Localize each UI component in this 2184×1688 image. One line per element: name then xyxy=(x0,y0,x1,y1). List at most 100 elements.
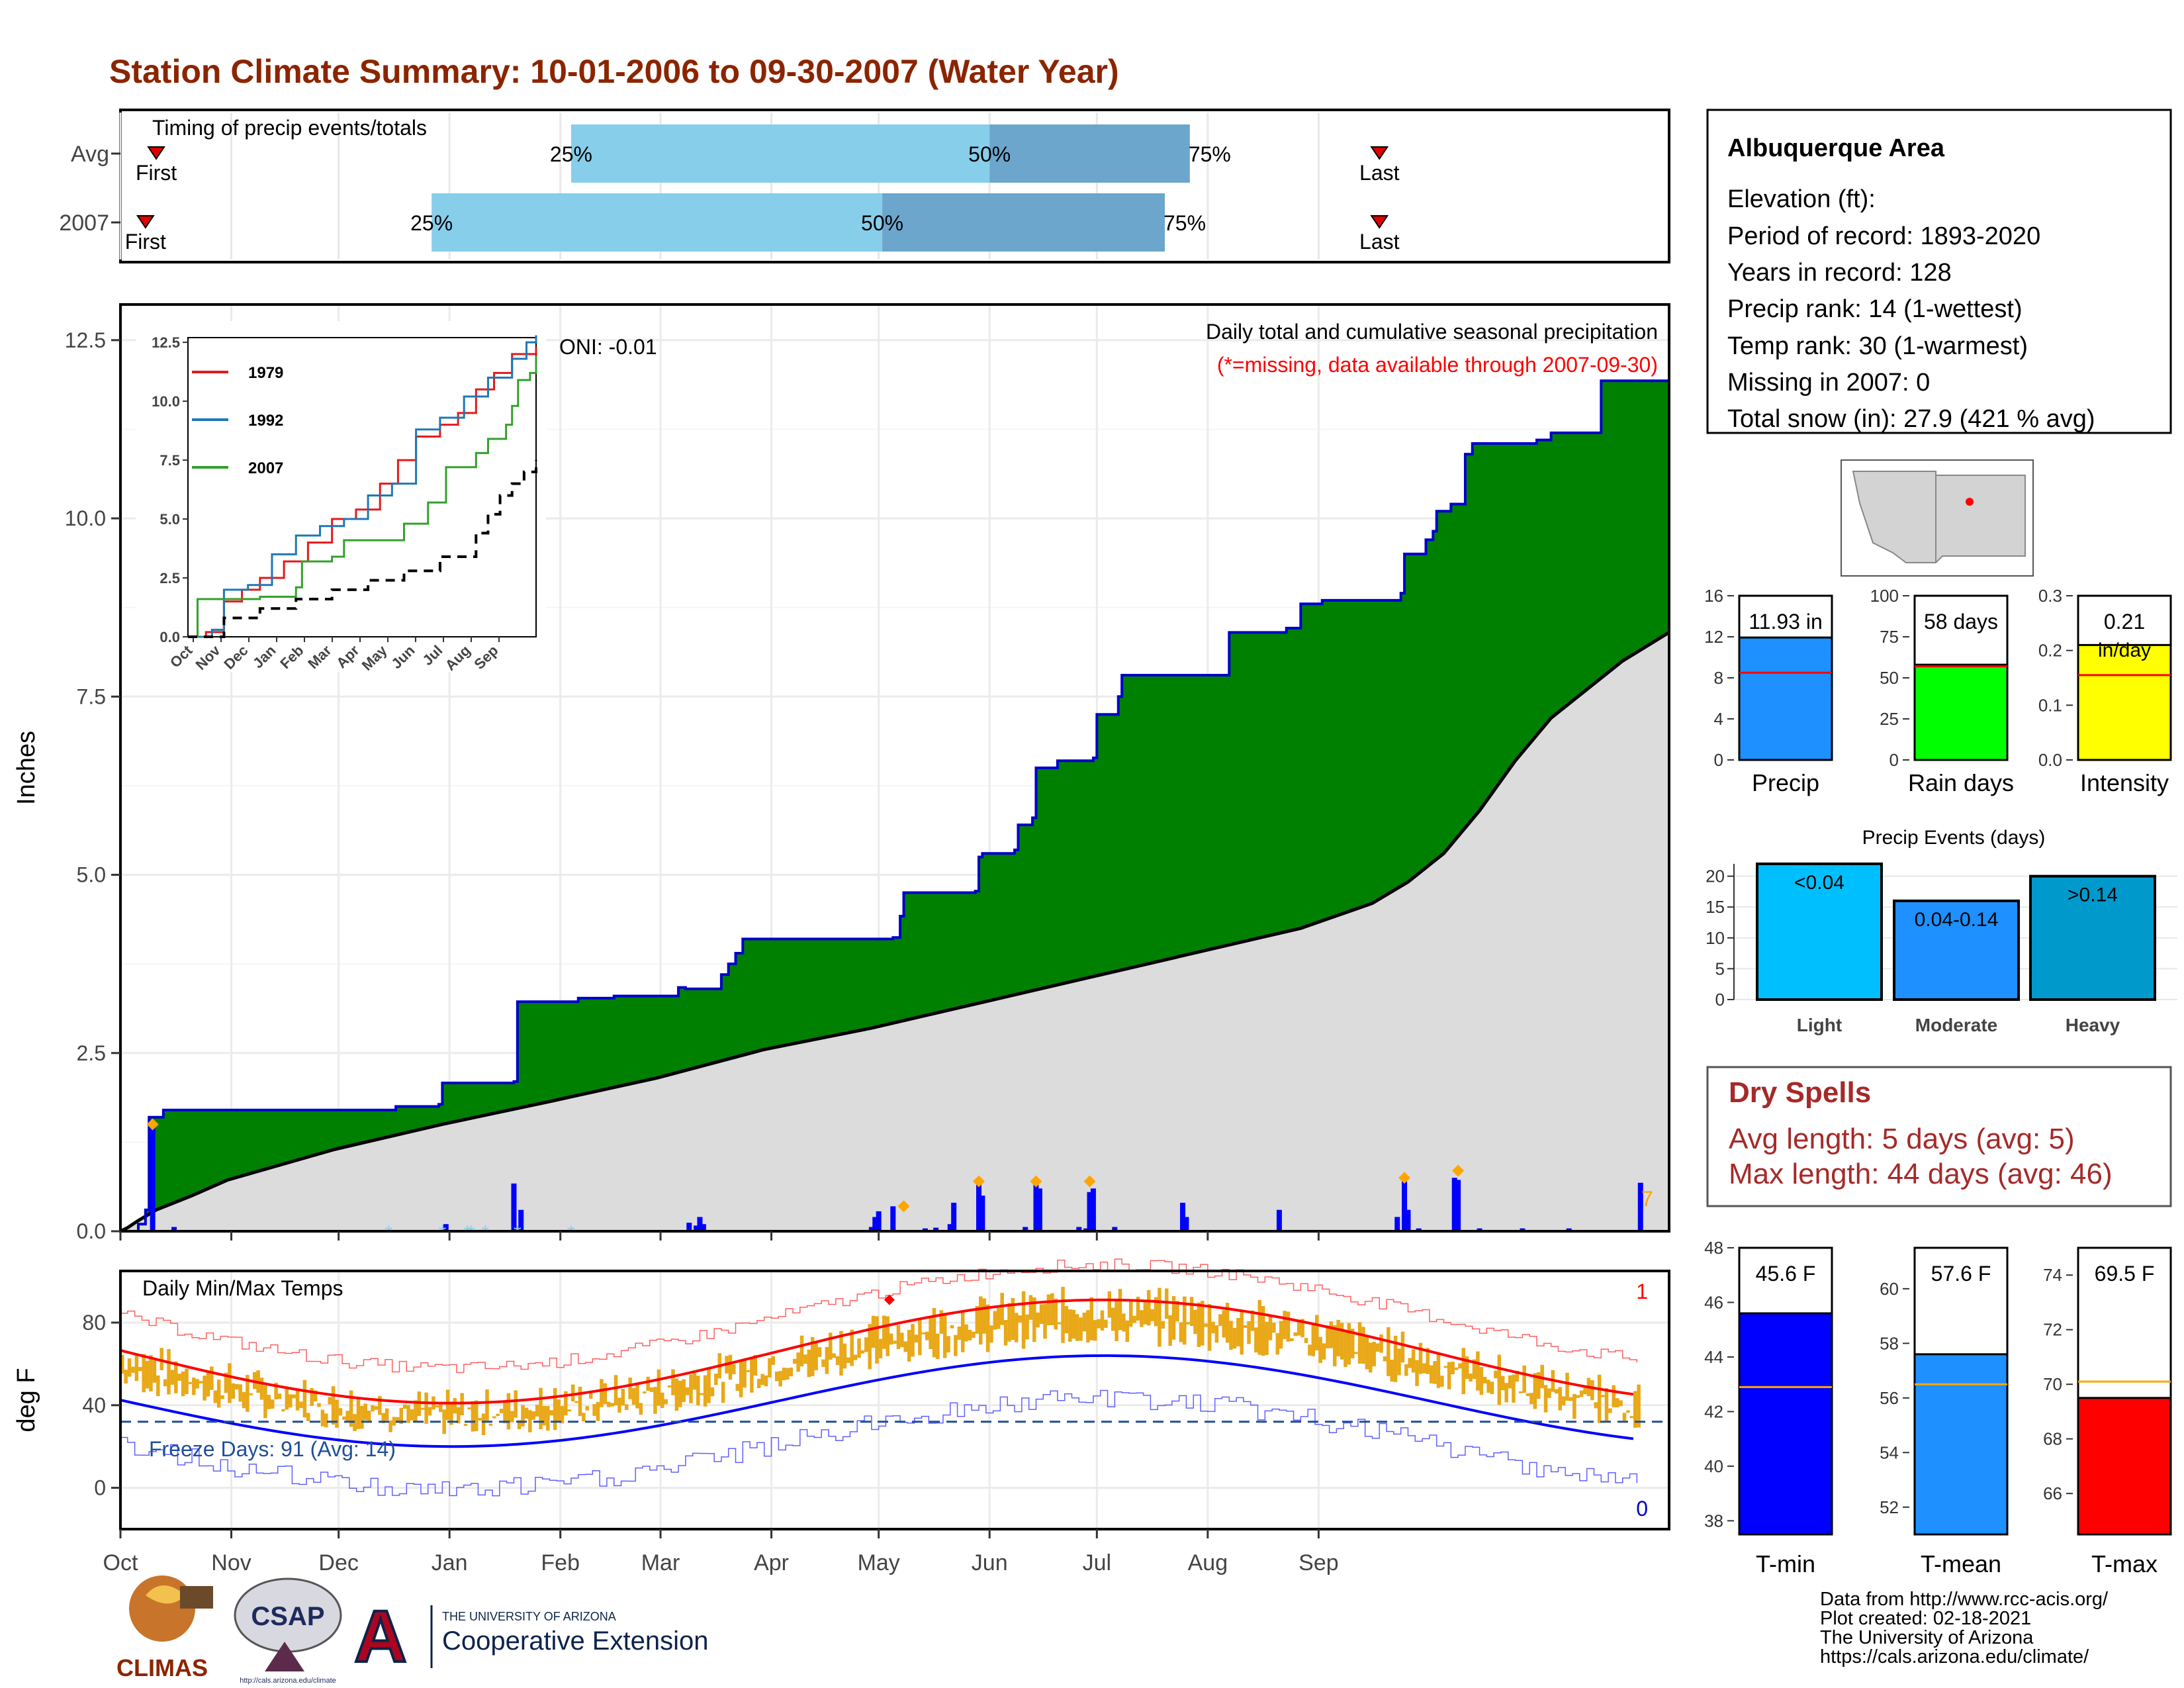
daily-temp-bar xyxy=(760,1374,764,1385)
daily-temp-bar xyxy=(1411,1349,1416,1373)
month-axis: Oct Nov Dec Jan Feb Mar Apr May Jun Jul Aug Sep xyxy=(103,1529,1339,1575)
daily-temp-bar xyxy=(1068,1309,1072,1342)
precip-ytick-label: 10.0 xyxy=(65,506,106,530)
daily-temp-bar xyxy=(1032,1297,1036,1342)
daily-temp-bar xyxy=(517,1420,522,1430)
daily-temp-bar xyxy=(1211,1321,1215,1334)
daily-temp-bar xyxy=(1415,1360,1419,1386)
daily-temp-bar xyxy=(188,1382,193,1384)
bar-value-label: 11.93 in xyxy=(1749,610,1823,633)
daily-temp-bar xyxy=(406,1405,410,1423)
record-high-line xyxy=(120,1258,1638,1374)
daily-temp-bar xyxy=(957,1326,962,1340)
daily-temp-bar xyxy=(1204,1323,1208,1327)
daily-temp-bar xyxy=(1476,1351,1480,1391)
timing-p75: 75% xyxy=(1189,142,1231,166)
daily-temp-bar xyxy=(546,1406,550,1431)
events-ytick-label: 10 xyxy=(1706,928,1725,948)
daily-precip-bar xyxy=(697,1217,703,1231)
daily-temp-bar xyxy=(968,1329,972,1340)
daily-temp-bar xyxy=(907,1330,911,1362)
daily-temp-bar xyxy=(786,1368,790,1380)
daily-temp-bar xyxy=(1207,1303,1212,1351)
climas-logo: CLIMAS xyxy=(116,1575,213,1681)
daily-temp-bar xyxy=(378,1395,382,1415)
daily-temp-bar xyxy=(281,1409,285,1412)
daily-temp-bar xyxy=(317,1403,321,1407)
daily-temp-bar xyxy=(756,1378,761,1389)
ua-logo: A THE UNIVERSITY OF ARIZONA Cooperative … xyxy=(353,1595,708,1679)
daily-temp-bar xyxy=(231,1383,236,1399)
temp-frame xyxy=(119,1270,1670,1530)
temp-summary-bars: 38 40 42 44 46 48 45.6 F T-min 52 54 56 58 60 57.6 F T… xyxy=(1704,1238,2172,1577)
daily-temp-bar xyxy=(1572,1393,1576,1419)
daily-temp-bar xyxy=(506,1393,511,1430)
daily-temp-bar xyxy=(127,1358,132,1377)
station-info-box: Albuquerque Area Elevation (ft): Period … xyxy=(1706,109,2172,434)
daily-temp-bar xyxy=(1311,1325,1316,1356)
inset-panel: 0.02.55.07.510.012.5OctNovDecJanFebMarAp… xyxy=(136,321,546,674)
daily-temp-bar xyxy=(267,1395,271,1409)
inset-ytick-label: 7.5 xyxy=(159,452,180,469)
events-ytick-label: 15 xyxy=(1706,897,1725,917)
timing-first-marker xyxy=(147,146,165,160)
bar-axis-label: Precip xyxy=(1752,769,1819,796)
precip-ytick-label: 0.0 xyxy=(77,1219,106,1243)
daily-temp-bar xyxy=(1082,1312,1087,1332)
daily-precip-bar xyxy=(1090,1188,1096,1231)
daily-temp-bar xyxy=(488,1423,493,1426)
precip-ytick-label: 2.5 xyxy=(77,1041,106,1065)
daily-temp-bar xyxy=(1365,1335,1369,1370)
timing-last-label: Last xyxy=(1359,230,1400,254)
daily-temp-bar xyxy=(449,1401,453,1425)
daily-temp-bar xyxy=(753,1354,758,1376)
inset-series-1992 xyxy=(188,335,537,638)
daily-temp-bar xyxy=(653,1387,657,1414)
daily-temp-bar xyxy=(1458,1363,1462,1369)
daily-temp-bar xyxy=(997,1307,1001,1329)
inset-legend-label: 2007 xyxy=(248,459,283,477)
info-missing: Missing in 2007: 0 xyxy=(1727,369,1930,397)
daily-temp-bar xyxy=(1175,1301,1179,1322)
daily-temp-bar xyxy=(1279,1321,1283,1349)
daily-temp-bar xyxy=(295,1390,300,1411)
bar-ytick-label: 8 xyxy=(1714,668,1723,688)
daily-temp-bar xyxy=(1547,1388,1551,1398)
precip-title: Daily total and cumulative seasonal prec… xyxy=(1206,320,1658,344)
daily-temp-bar xyxy=(131,1366,135,1373)
daily-temp-bar xyxy=(1011,1297,1015,1340)
daily-temp-bar xyxy=(614,1375,618,1405)
bar-value xyxy=(1913,663,2009,761)
daily-temp-bar xyxy=(692,1373,697,1390)
bar-ytick-label: 66 xyxy=(2043,1483,2062,1503)
month-tick-label: Apr xyxy=(754,1550,789,1575)
footer-data-source: Data from http://www.rcc-acis.org/ xyxy=(1820,1589,2109,1610)
daily-temp-bar xyxy=(456,1407,461,1424)
bar-ytick-label: 0.0 xyxy=(2038,750,2062,770)
bar-axis-label: T-max xyxy=(2091,1550,2158,1577)
bar-ytick-label: 0 xyxy=(1889,750,1899,770)
dry-spells-frame xyxy=(1706,1066,2172,1207)
daily-temp-bar xyxy=(1165,1288,1169,1319)
daily-temp-bar xyxy=(592,1404,596,1416)
daily-temp-bar xyxy=(893,1340,897,1344)
daily-temp-bar xyxy=(628,1377,632,1399)
daily-temp-bar xyxy=(603,1383,608,1405)
event-marker xyxy=(897,1200,910,1213)
daily-precip-bar xyxy=(979,1196,985,1231)
bar-axis-label: T-min xyxy=(1756,1550,1815,1577)
daily-temp-bar xyxy=(1257,1299,1262,1355)
csap-url: http://cals.arizona.edu/climate xyxy=(240,1677,336,1685)
events-ytick-label: 20 xyxy=(1706,867,1725,886)
daily-precip-bar xyxy=(1033,1181,1039,1231)
daily-temp-bar xyxy=(646,1376,650,1391)
bar-chart-t-min: 38 40 42 44 46 48 45.6 F T-min xyxy=(1704,1238,1833,1577)
daily-temp-bar xyxy=(331,1386,336,1425)
daily-temp-bar xyxy=(1000,1293,1004,1325)
bar-ytick-label: 38 xyxy=(1704,1511,1723,1530)
daily-temp-bar xyxy=(1537,1372,1541,1399)
bar-ytick-label: 100 xyxy=(1870,586,1899,606)
daily-temp-bar xyxy=(1146,1289,1151,1326)
timing-rows: Avg 25% 50% 75% First Last 2007 25% 50% 75% First L… xyxy=(59,124,1400,254)
daily-temp-bar xyxy=(1558,1387,1562,1411)
